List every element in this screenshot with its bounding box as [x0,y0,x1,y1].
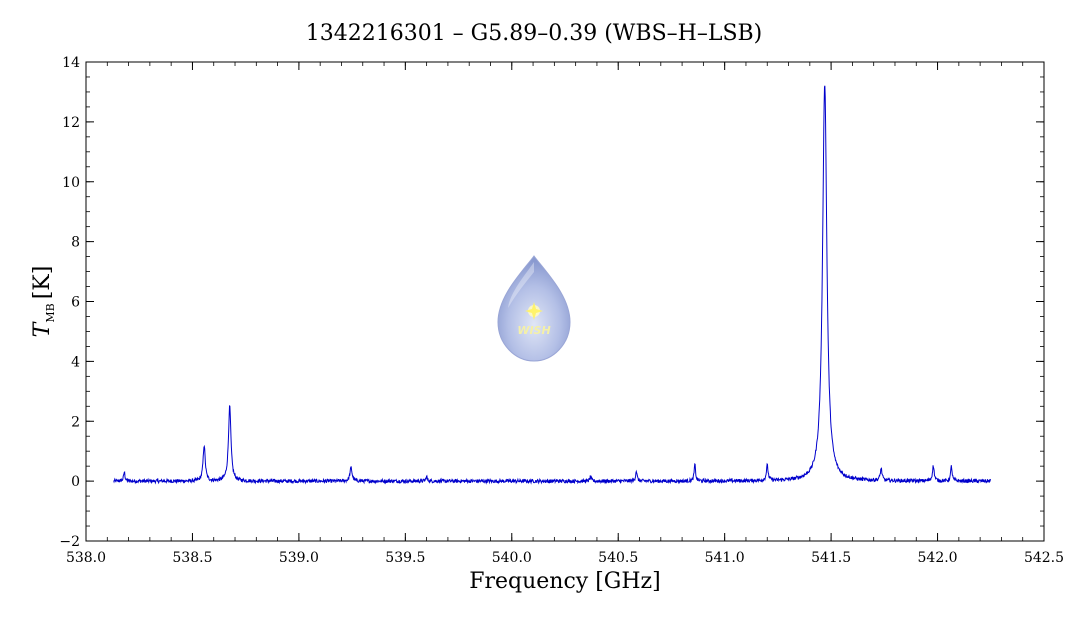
x-tick-label: 541.0 [705,550,745,566]
y-tick-label: 10 [62,175,80,191]
spectrum-line [113,85,992,485]
y-tick-label: 12 [62,115,80,131]
wish-logo: WISH [497,255,571,362]
chart-title: 1342216301 – G5.89–0.39 (WBS–H–LSB) [306,21,763,46]
y-tick-label: 4 [71,354,80,370]
y-tick-label: 2 [71,414,80,430]
y-tick-label: 0 [71,474,80,490]
drop-highlight [508,262,534,308]
y-tick-label: 8 [71,235,80,251]
x-tick-label: 541.5 [811,550,851,566]
x-tick-label: 539.0 [279,550,319,566]
star-icon [525,302,543,320]
y-axis-unit: [K] [30,266,55,300]
x-tick-label: 540.5 [598,550,638,566]
x-tick-label: 538.5 [172,550,212,566]
y-tick-label: −2 [59,534,80,550]
x-tick-label: 539.5 [385,550,425,566]
x-tick-label: 542.5 [1024,550,1064,566]
y-axis-label: TMB [K] [30,266,57,338]
y-tick-label: 6 [71,295,80,311]
y-axis-label-text: TMB [K] [30,266,57,338]
x-tick-label: 542.0 [918,550,958,566]
x-tick-label: 540.0 [492,550,532,566]
y-axis-symbol: T [30,320,55,337]
x-axis-label: Frequency [GHz] [469,569,661,594]
x-tick-label: 538.0 [66,550,106,566]
logo-text: WISH [517,324,550,337]
y-tick-label: 14 [62,55,80,71]
y-axis-subscript: MB [44,303,57,322]
